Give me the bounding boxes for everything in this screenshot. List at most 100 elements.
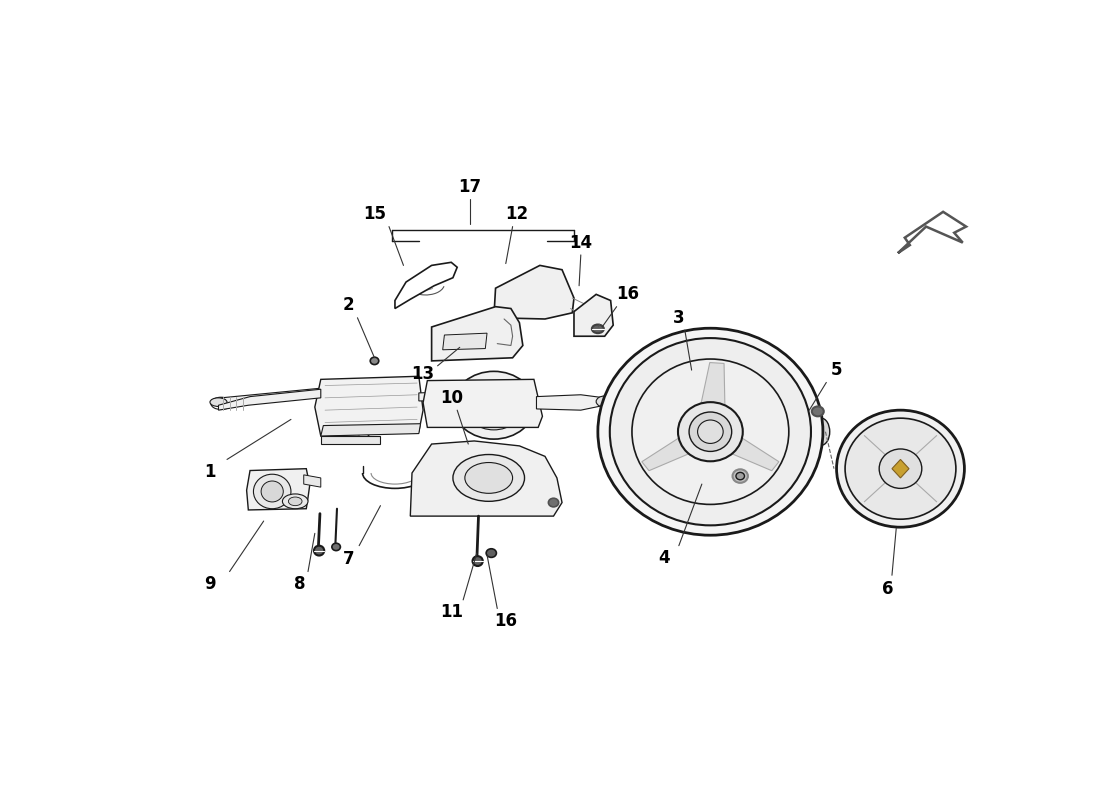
- Text: 5: 5: [830, 361, 843, 379]
- Ellipse shape: [314, 546, 324, 555]
- Ellipse shape: [464, 381, 524, 430]
- Polygon shape: [607, 468, 624, 485]
- Ellipse shape: [845, 418, 956, 519]
- Polygon shape: [219, 390, 321, 410]
- Ellipse shape: [631, 359, 789, 505]
- Ellipse shape: [879, 449, 922, 488]
- Ellipse shape: [475, 390, 513, 421]
- Polygon shape: [600, 400, 615, 416]
- Polygon shape: [605, 383, 621, 400]
- Polygon shape: [625, 354, 644, 371]
- Polygon shape: [424, 379, 542, 427]
- Polygon shape: [767, 501, 786, 518]
- Ellipse shape: [371, 357, 378, 365]
- Text: 1: 1: [205, 462, 216, 481]
- Polygon shape: [628, 496, 647, 512]
- Polygon shape: [598, 418, 611, 433]
- Polygon shape: [791, 418, 820, 446]
- Ellipse shape: [288, 497, 302, 506]
- Text: 15: 15: [363, 206, 386, 223]
- Polygon shape: [789, 367, 807, 384]
- Polygon shape: [395, 262, 458, 309]
- Polygon shape: [601, 452, 616, 468]
- Polygon shape: [751, 511, 770, 526]
- Polygon shape: [781, 489, 800, 506]
- Polygon shape: [729, 330, 747, 343]
- Polygon shape: [598, 436, 612, 450]
- Text: 17: 17: [459, 178, 482, 196]
- Ellipse shape: [609, 338, 811, 526]
- Polygon shape: [660, 515, 679, 530]
- Polygon shape: [692, 328, 708, 339]
- Ellipse shape: [453, 454, 525, 502]
- Text: 16: 16: [616, 286, 639, 303]
- Text: 11: 11: [440, 603, 463, 622]
- Text: 2: 2: [343, 297, 354, 314]
- Polygon shape: [638, 344, 658, 360]
- Polygon shape: [613, 368, 631, 385]
- Ellipse shape: [332, 543, 340, 550]
- Polygon shape: [321, 436, 381, 444]
- Polygon shape: [810, 418, 823, 432]
- Polygon shape: [574, 294, 613, 336]
- Polygon shape: [801, 459, 817, 476]
- Polygon shape: [777, 354, 796, 371]
- Ellipse shape: [598, 328, 823, 535]
- Ellipse shape: [813, 418, 829, 446]
- Ellipse shape: [465, 462, 513, 494]
- Ellipse shape: [736, 472, 745, 480]
- Ellipse shape: [453, 371, 535, 439]
- Polygon shape: [806, 399, 822, 415]
- Text: 13: 13: [411, 366, 434, 383]
- Ellipse shape: [261, 481, 284, 502]
- Ellipse shape: [697, 420, 723, 443]
- Polygon shape: [898, 212, 966, 253]
- Polygon shape: [442, 333, 487, 350]
- Ellipse shape: [549, 498, 559, 507]
- Polygon shape: [762, 343, 782, 359]
- Text: 16: 16: [494, 612, 517, 630]
- Ellipse shape: [689, 412, 732, 451]
- Ellipse shape: [592, 325, 604, 333]
- Polygon shape: [730, 438, 779, 470]
- Text: 9: 9: [205, 575, 216, 593]
- Polygon shape: [807, 443, 822, 458]
- Polygon shape: [641, 438, 691, 470]
- Text: 14: 14: [569, 234, 593, 252]
- Polygon shape: [537, 394, 605, 410]
- Polygon shape: [654, 335, 673, 350]
- Polygon shape: [811, 426, 823, 441]
- Polygon shape: [644, 506, 662, 522]
- Polygon shape: [799, 382, 816, 399]
- Ellipse shape: [486, 549, 496, 558]
- Text: 4: 4: [659, 549, 670, 567]
- Polygon shape: [431, 306, 522, 361]
- Text: 12: 12: [505, 206, 528, 223]
- Text: 8: 8: [294, 575, 305, 593]
- Ellipse shape: [812, 406, 824, 416]
- Polygon shape: [747, 335, 766, 350]
- Text: 10: 10: [440, 389, 463, 407]
- Text: 3: 3: [673, 309, 684, 326]
- Polygon shape: [698, 525, 714, 535]
- Ellipse shape: [210, 398, 227, 406]
- Ellipse shape: [733, 470, 748, 483]
- Polygon shape: [321, 424, 420, 436]
- Polygon shape: [410, 441, 562, 516]
- Polygon shape: [892, 459, 909, 478]
- Polygon shape: [717, 523, 734, 535]
- Polygon shape: [304, 475, 321, 487]
- Polygon shape: [792, 475, 811, 492]
- Ellipse shape: [678, 402, 743, 462]
- Text: 6: 6: [882, 580, 893, 598]
- Polygon shape: [315, 376, 424, 436]
- Ellipse shape: [596, 396, 613, 407]
- Polygon shape: [494, 266, 574, 319]
- Polygon shape: [673, 330, 691, 343]
- Polygon shape: [701, 362, 725, 405]
- Text: 7: 7: [343, 550, 354, 568]
- Polygon shape: [616, 482, 635, 500]
- Polygon shape: [712, 328, 728, 339]
- Ellipse shape: [837, 410, 965, 527]
- Polygon shape: [679, 522, 695, 534]
